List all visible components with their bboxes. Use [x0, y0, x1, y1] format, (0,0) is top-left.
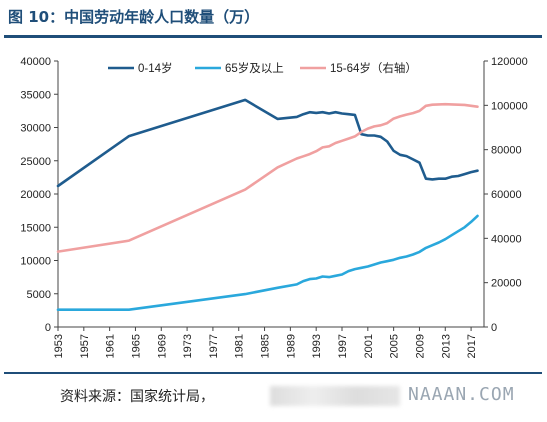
right-tick-label: 0	[491, 322, 497, 334]
x-tick-label: 1973	[182, 334, 194, 358]
left-tick-label: 40000	[20, 56, 51, 68]
x-tick-label: 1969	[156, 334, 168, 358]
x-tick-label: 1957	[79, 334, 91, 358]
x-tick-label: 1965	[130, 334, 142, 358]
x-tick-label: 1997	[337, 334, 349, 358]
bottom-rule	[4, 372, 542, 374]
right-tick-label: 40000	[491, 233, 522, 245]
x-tick-label: 2013	[440, 334, 452, 358]
chart-axes: 0 5000 10000 15000 20000 25000 30000 35000 40000…	[20, 56, 527, 358]
x-tick-label: 2005	[389, 334, 401, 358]
x-tick-label: 1985	[260, 334, 272, 358]
x-tick-label: 2001	[363, 334, 375, 358]
x-tick-label: 1953	[53, 334, 65, 358]
right-tick-label: 120000	[491, 56, 528, 68]
source-note: 资料来源：国家统计局，	[60, 389, 214, 405]
legend-label-1: 0-14岁	[138, 61, 173, 75]
chart-title: 图 10：中国劳动年龄人口数量（万）	[8, 8, 260, 26]
left-tick-label: 30000	[20, 123, 51, 135]
redacted-source	[270, 386, 400, 406]
left-tick-label: 35000	[20, 89, 51, 101]
x-tick-label: 2009	[414, 334, 426, 358]
x-tick-label: 1989	[285, 334, 297, 358]
left-tick-label: 5000	[27, 289, 51, 301]
legend-label-2: 65岁及以上	[225, 61, 284, 75]
x-tick-label: 2017	[466, 334, 478, 358]
left-tick-label: 0	[45, 322, 51, 334]
chart-series	[56, 98, 479, 312]
watermark: NAAAN.COM	[408, 384, 515, 405]
x-tick-label: 1993	[311, 334, 323, 358]
left-tick-label: 25000	[20, 156, 51, 168]
series-line-2	[56, 214, 479, 312]
series-line-3	[56, 102, 479, 253]
legend-label-3: 15-64岁（右轴）	[330, 61, 417, 75]
top-rule	[4, 35, 542, 38]
x-tick-label: 1961	[105, 334, 117, 358]
right-tick-label: 80000	[491, 145, 522, 157]
x-tick-label: 1981	[234, 334, 246, 358]
right-tick-label: 60000	[491, 189, 522, 201]
left-tick-label: 10000	[20, 256, 51, 268]
left-tick-label: 15000	[20, 222, 51, 234]
line-chart: 0 5000 10000 15000 20000 25000 30000 35000 40000…	[20, 56, 527, 358]
right-tick-label: 100000	[491, 100, 528, 112]
x-tick-label: 1977	[208, 334, 220, 358]
left-tick-label: 20000	[20, 189, 51, 201]
right-tick-label: 20000	[491, 278, 522, 290]
chart-legend: 0-14岁 65岁及以上 15-64岁（右轴）	[108, 61, 417, 75]
series-line-1	[56, 98, 479, 188]
